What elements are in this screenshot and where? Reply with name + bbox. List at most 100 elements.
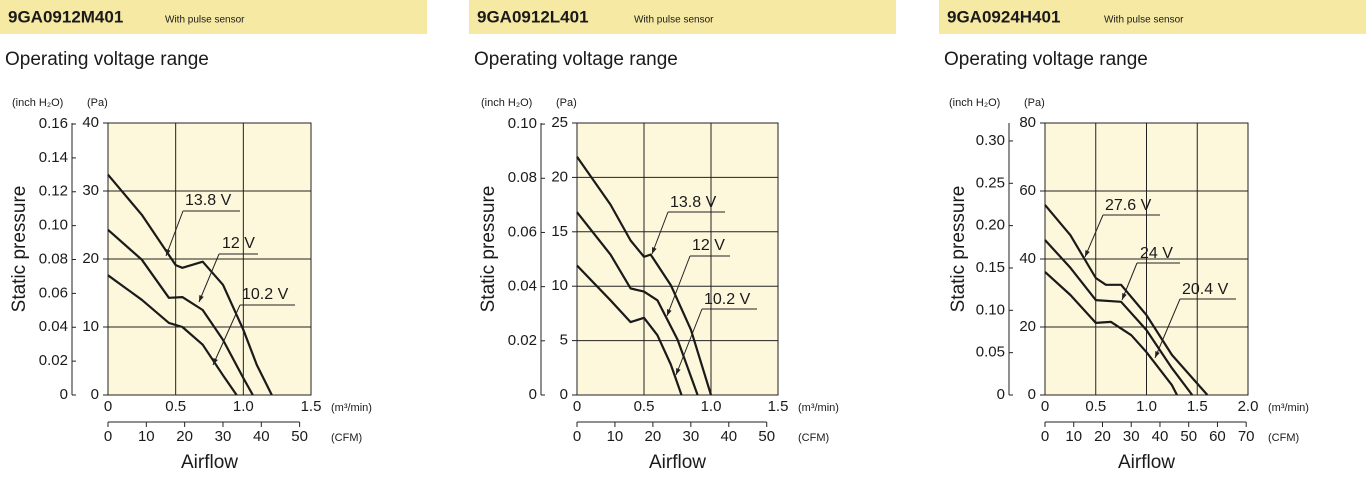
y2-tick-label: 0.20 xyxy=(976,217,1005,234)
x-axis-label: Airflow xyxy=(181,452,238,473)
y2-tick-label: 0 xyxy=(60,386,68,403)
y-tick-label: 20 xyxy=(551,168,568,185)
model-subtitle: With pulse sensor xyxy=(634,15,714,26)
x-tick-label: 1.0 xyxy=(701,398,722,415)
section-heading: Operating voltage range xyxy=(5,49,209,70)
plot-area xyxy=(576,122,779,396)
x2-unit: (CFM) xyxy=(798,432,829,444)
label-leader xyxy=(1121,262,1138,301)
curve-label: 13.8 V xyxy=(185,192,232,209)
label-arrow xyxy=(166,249,171,256)
x2-tick-label: 30 xyxy=(682,428,699,445)
curve-label: 10.2 V xyxy=(704,291,751,308)
x2-tick-label: 0 xyxy=(104,428,112,445)
x2-tick-label: 40 xyxy=(253,428,270,445)
x-unit: (m³/min) xyxy=(798,402,839,414)
y-tick-label: 15 xyxy=(551,223,568,240)
y-tick-label: 5 xyxy=(560,332,568,349)
y-tick-label: 30 xyxy=(82,182,99,199)
curve xyxy=(107,274,238,396)
y-tick-label: 20 xyxy=(82,250,99,267)
y2-tick-label: 0.04 xyxy=(39,318,68,335)
x2-tick-label: 10 xyxy=(607,428,624,445)
x2-tick-label: 40 xyxy=(1152,428,1169,445)
y-unit: (Pa) xyxy=(1024,97,1045,109)
x2-unit: (CFM) xyxy=(331,432,362,444)
y2-unit: (inch H₂O) xyxy=(949,97,1000,109)
x-tick-label: 1.0 xyxy=(233,398,254,415)
model-title: 9GA0912L401 xyxy=(477,7,589,26)
curve-label: 12 V xyxy=(222,235,255,252)
y2-tick-label: 0.14 xyxy=(39,149,68,166)
y-tick-label: 0 xyxy=(91,386,99,403)
x2-tick-label: 20 xyxy=(645,428,662,445)
label-arrow xyxy=(213,358,218,365)
label-leader xyxy=(666,255,691,317)
label-arrow xyxy=(199,295,204,302)
x2-tick-label: 60 xyxy=(1209,428,1226,445)
label-arrow xyxy=(1085,250,1090,257)
x2-tick-label: 10 xyxy=(138,428,155,445)
x2-tick-label: 70 xyxy=(1238,428,1255,445)
y-tick-label: 20 xyxy=(1019,318,1036,335)
x2-tick-label: 50 xyxy=(291,428,308,445)
curve xyxy=(107,173,273,396)
curve-label: 20.4 V xyxy=(1182,281,1229,298)
x-tick-label: 0.5 xyxy=(165,398,186,415)
label-leader xyxy=(675,308,703,376)
x-tick-label: 0 xyxy=(1041,398,1049,415)
x2-tick-label: 20 xyxy=(176,428,193,445)
x2-tick-label: 30 xyxy=(1123,428,1140,445)
y-tick-label: 10 xyxy=(551,277,568,294)
curve xyxy=(576,211,699,396)
y2-tick-label: 0.06 xyxy=(39,284,68,301)
curve xyxy=(1044,271,1178,396)
y-tick-label: 0 xyxy=(1028,386,1036,403)
x-tick-label: 0 xyxy=(104,398,112,415)
curve-label: 24 V xyxy=(1140,245,1173,262)
y-tick-label: 40 xyxy=(82,114,99,131)
y-tick-label: 80 xyxy=(1019,114,1036,131)
y-axis-label: Static pressure xyxy=(9,186,30,313)
y-unit: (Pa) xyxy=(556,97,577,109)
label-arrow xyxy=(1155,351,1160,358)
x-unit: (m³/min) xyxy=(1268,402,1309,414)
label-arrow xyxy=(1122,293,1127,300)
y-tick-label: 60 xyxy=(1019,182,1036,199)
y2-tick-label: 0 xyxy=(529,386,537,403)
model-subtitle: With pulse sensor xyxy=(1104,15,1184,26)
curve xyxy=(107,228,254,396)
y2-tick-label: 0.10 xyxy=(39,217,68,234)
y-axis-label: Static pressure xyxy=(948,186,969,313)
y-tick-label: 40 xyxy=(1019,250,1036,267)
curve xyxy=(576,156,713,396)
curve xyxy=(1044,239,1194,396)
x2-tick-label: 20 xyxy=(1094,428,1111,445)
curve xyxy=(1044,204,1209,396)
x-tick-label: 0 xyxy=(573,398,581,415)
y2-tick-label: 0.10 xyxy=(508,115,537,132)
x-tick-label: 0.5 xyxy=(1085,398,1106,415)
y-tick-label: 25 xyxy=(551,114,568,131)
y-tick-label: 10 xyxy=(82,318,99,335)
x2-tick-label: 10 xyxy=(1065,428,1082,445)
y-tick-label: 0 xyxy=(560,386,568,403)
y2-tick-label: 0.08 xyxy=(39,250,68,267)
y2-tick-label: 0.08 xyxy=(508,169,537,186)
y2-unit: (inch H₂O) xyxy=(12,97,63,109)
header-bar xyxy=(469,0,896,34)
label-leader xyxy=(212,304,241,366)
x-tick-label: 0.5 xyxy=(634,398,655,415)
x-tick-label: 1.5 xyxy=(768,398,789,415)
label-leader xyxy=(1084,214,1104,258)
label-leader xyxy=(1154,298,1181,359)
header-bar xyxy=(939,0,1366,34)
model-title: 9GA0924H401 xyxy=(947,7,1060,26)
y2-tick-label: 0.25 xyxy=(976,174,1005,191)
x2-tick-label: 40 xyxy=(720,428,737,445)
curve-label: 27.6 V xyxy=(1105,197,1152,214)
label-leader xyxy=(165,210,184,257)
y2-tick-label: 0.10 xyxy=(976,301,1005,318)
x2-tick-label: 50 xyxy=(1180,428,1197,445)
